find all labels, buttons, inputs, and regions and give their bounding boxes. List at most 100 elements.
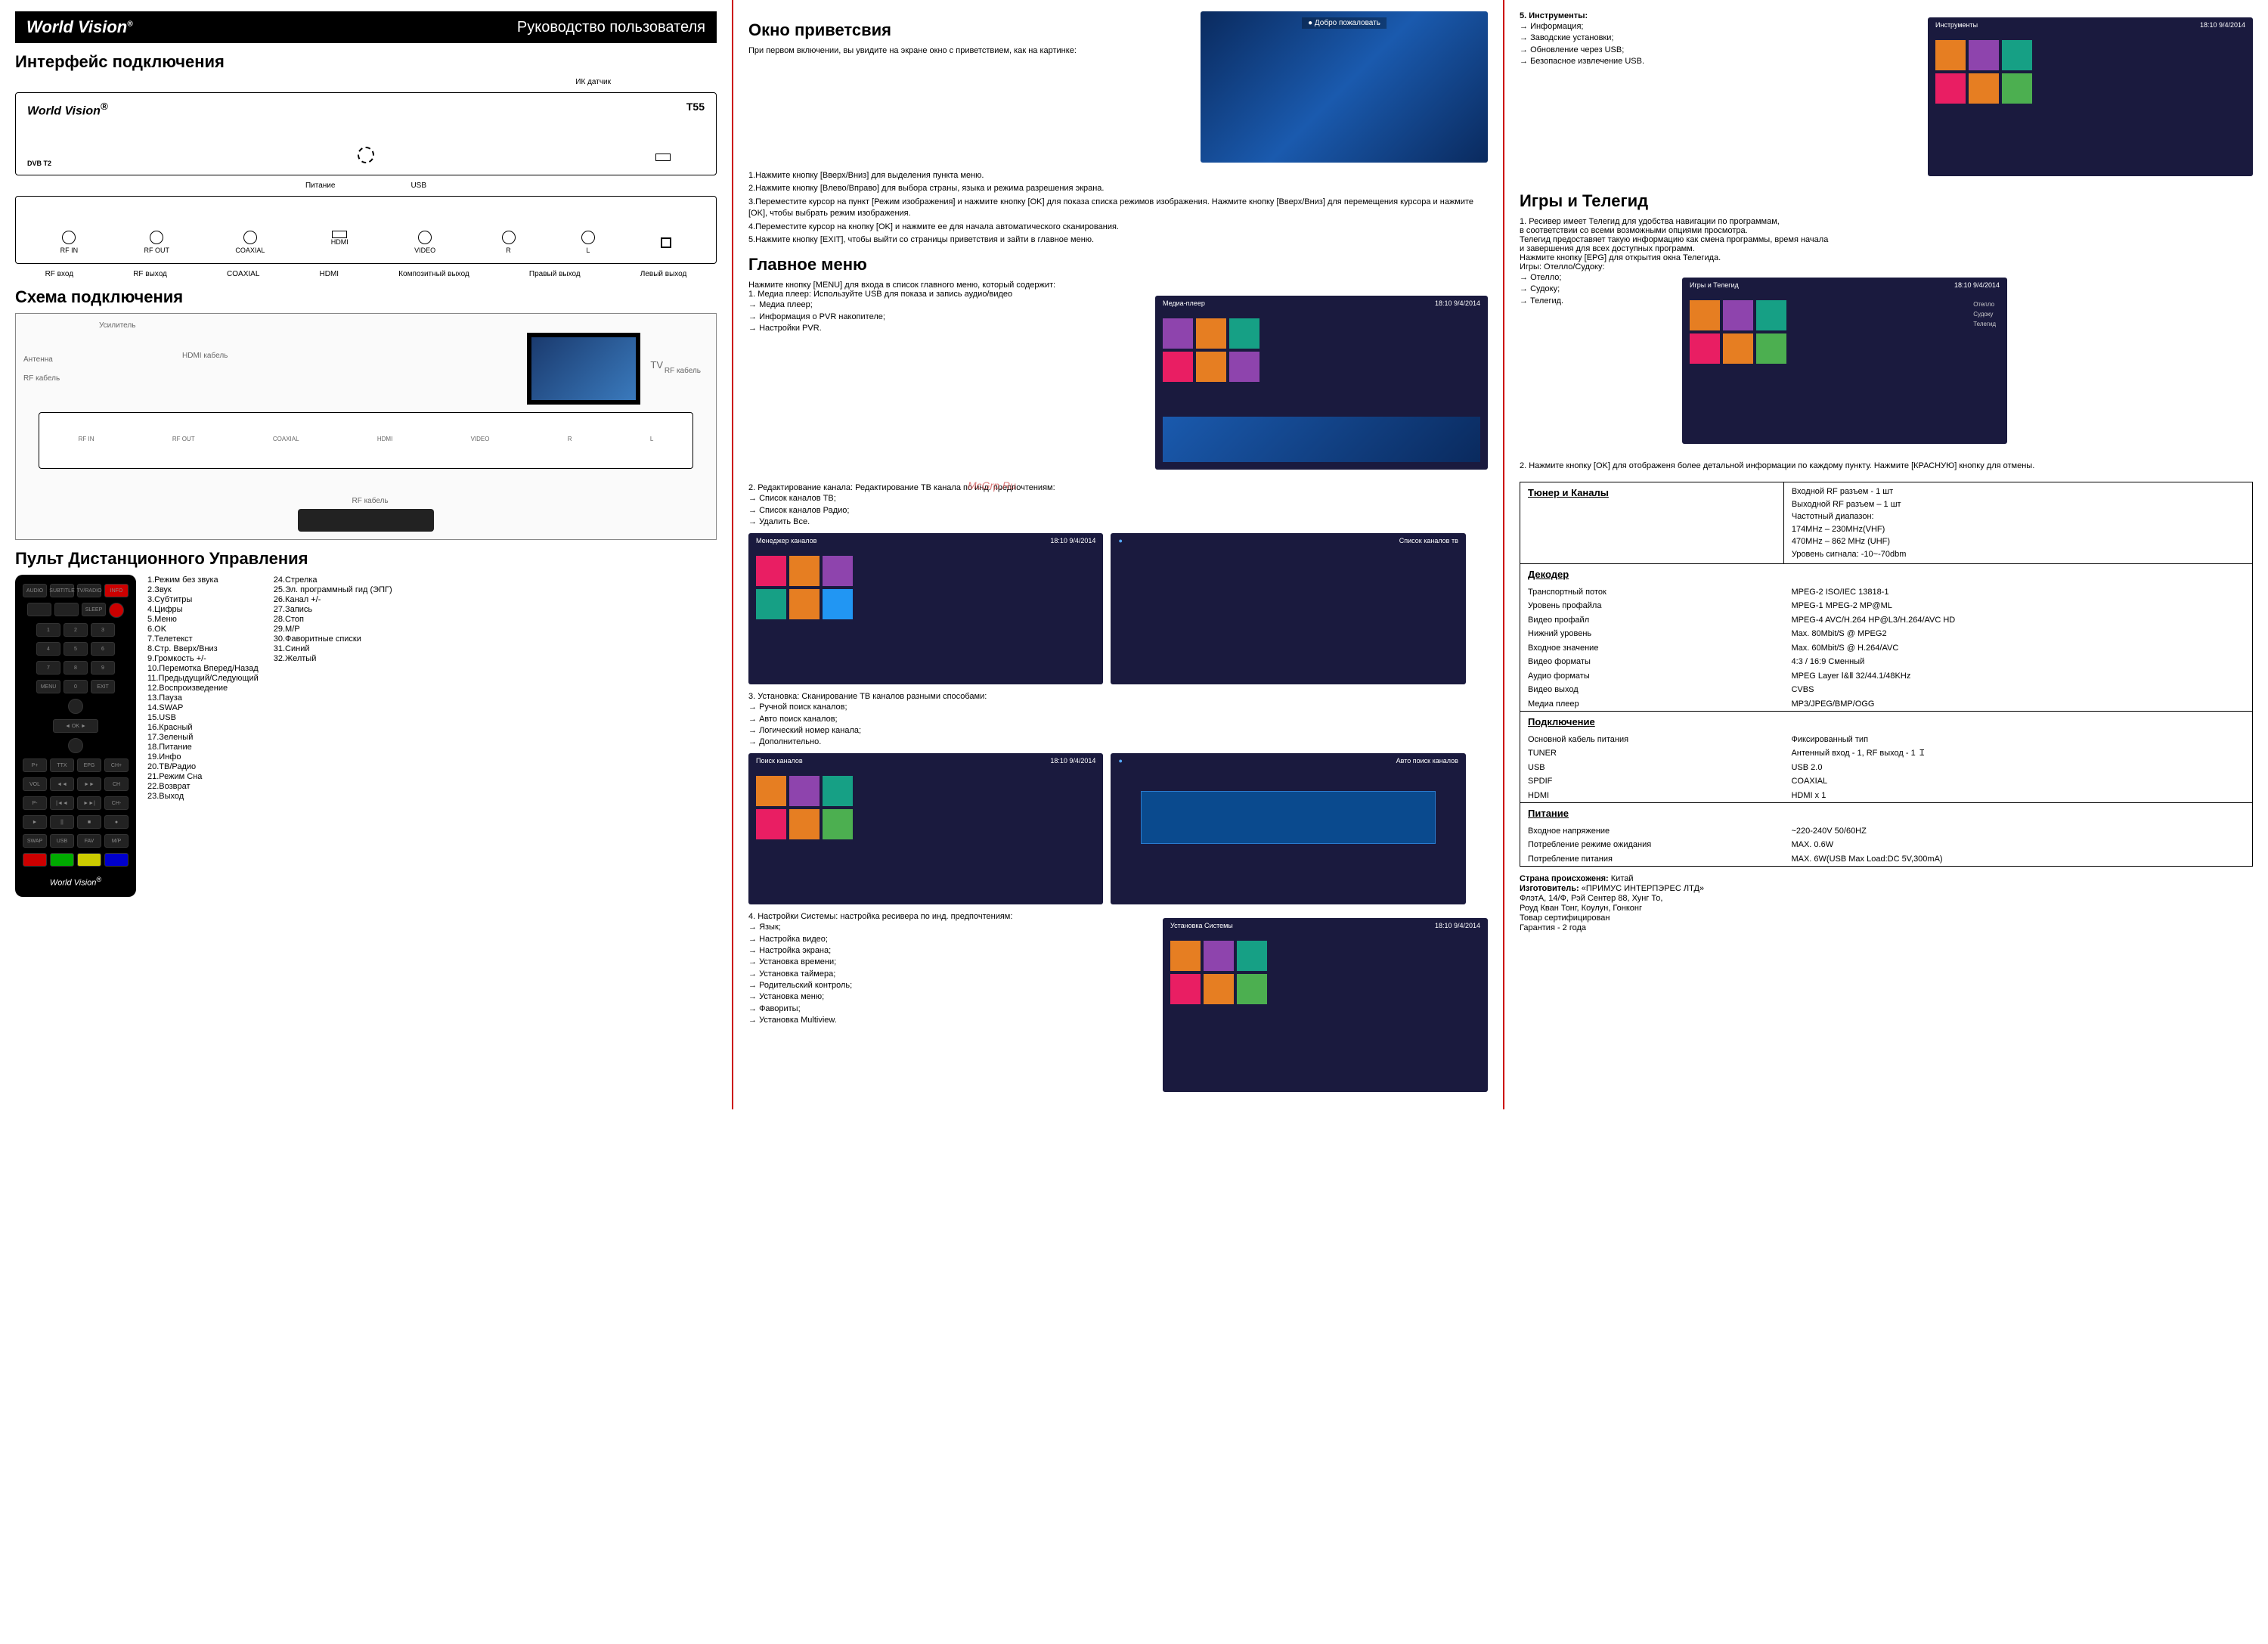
system-item: Язык; (748, 922, 1151, 932)
footer-line: Роуд Кван Тонг, Коулун, Гонконг (1520, 904, 2253, 913)
usb-label: USB (411, 181, 426, 190)
welcome-text: При первом включении, вы увидите на экра… (748, 46, 1189, 55)
spec-label: Потребление питания (1520, 852, 1783, 867)
remote-legend-item: 5.Меню (147, 615, 259, 624)
device-in-scheme: RF INRF OUTCOAXIALHDMIVIDEORL (39, 412, 693, 469)
games-screenshot: Игры и Телегид18:10 9/4/2014 Отелло Судо… (1682, 278, 2007, 444)
games-line: и завершения для всех доступных программ… (1520, 244, 2253, 253)
edit-items: Список каналов ТВ; Список каналов Радио;… (748, 493, 1488, 527)
spec-label: Видео выход (1520, 683, 1783, 697)
tools-items: Информация; Заводские установки; Обновле… (1520, 21, 1916, 67)
main-intro: Нажмите кнопку [MENU] для входа в список… (748, 281, 1488, 290)
connection-scheme-diagram: Усилитель Антенна RF кабель HDMI кабель … (15, 313, 717, 540)
games-line: 1. Ресивер имеет Телегид для удобства на… (1520, 217, 2253, 226)
ir-sensor-label: ИК датчик (15, 78, 717, 86)
system-item: Фавориты; (748, 1003, 1151, 1014)
back-labels: RF вход RF выход COAXIAL HDMI Композитны… (15, 270, 717, 278)
remote-legend-item: 32.Желтый (274, 654, 392, 663)
remote-legend-item: 20.ТВ/Радио (147, 762, 259, 771)
remote-legend-item: 4.Цифры (147, 605, 259, 614)
heading-main-menu: Главное меню (748, 255, 1488, 275)
heading-system: 4. Настройки Системы: настройка ресивера… (748, 912, 1151, 921)
install-screenshots: Поиск каналов18:10 9/4/2014 ● Авто поиск… (748, 753, 1488, 904)
power-label: Питание (305, 181, 335, 190)
spec-value: COAXIAL (1783, 774, 2252, 789)
remote-diagram: AUDIOSUBTITLETV/RADIOINFO SLEEP 123 456 … (15, 575, 136, 897)
spec-label: Видео профайл (1520, 613, 1783, 628)
footer-info: Страна происхоженя: КитайИзготовитель: «… (1520, 874, 2253, 932)
spec-label: TUNER (1520, 746, 1783, 761)
media-player-screenshot: Медиа-плеер18:10 9/4/2014 (1155, 296, 1488, 470)
spec-label: Потребление режиме ожидания (1520, 838, 1783, 852)
system-item: Установка Multiview. (748, 1015, 1151, 1025)
remote-list-left: 1.Режим без звука2.Звук3.Субтитры4.Цифры… (147, 575, 259, 897)
system-item: Родительский контроль; (748, 980, 1151, 991)
column-1: World Vision® Руководство пользователя И… (0, 0, 733, 1109)
remote-legend-item: 29.M/P (274, 625, 392, 634)
device-front-diagram: World Vision® T55 DVB T2 (15, 92, 717, 175)
system-item: Установка меню; (748, 991, 1151, 1002)
spec-decoder-head: Декодер (1520, 564, 2252, 585)
spec-value: MPEG Layer Ⅰ&Ⅱ 32/44.1/48KHz (1783, 669, 2252, 684)
footer-line: Страна происхоженя: Китай (1520, 874, 2253, 883)
system-item: Настройка экрана; (748, 945, 1151, 956)
spec-value: Антенный вход - 1, RF выход - 1 Ｉ (1783, 746, 2252, 761)
spec-value: Max. 80Mbit/S @ MPEG2 (1783, 627, 2252, 641)
remote-legend-item: 18.Питание (147, 743, 259, 752)
column-3: 5. Инструменты: Информация; Заводские ус… (1504, 0, 2268, 1109)
spec-value: MAX. 0.6W (1783, 838, 2252, 852)
spec-label: Медиа плеер (1520, 697, 1783, 712)
spec-value: MPEG-2 ISO/IEC 13818-1 (1783, 585, 2252, 600)
remote-legend-item: 26.Канал +/- (274, 595, 392, 604)
system-item: Настройка видео; (748, 934, 1151, 945)
remote-legend-item: 21.Режим Сна (147, 772, 259, 781)
games-line: в соответствии со всеми возможными опция… (1520, 226, 2253, 235)
spec-value: 4:3 / 16:9 Сменный (1783, 655, 2252, 669)
spec-label: Входное значение (1520, 641, 1783, 656)
footer-line: Изготовитель: «ПРИМУС ИНТЕРПЭРЕС ЛТД» (1520, 884, 2253, 893)
remote-in-scheme (298, 509, 434, 532)
spec-value: Фиксированный тип (1783, 733, 2252, 747)
device-back-diagram: RF IN RF OUT COAXIAL HDMI VIDEO R L (15, 196, 717, 264)
spec-value: MPEG-4 AVC/H.264 HP@L3/H.264/AVC HD (1783, 613, 2252, 628)
welcome-step: 3.Переместите курсор на пункт [Режим изо… (748, 197, 1488, 220)
tv-icon (527, 333, 640, 405)
power-button-icon (358, 147, 374, 163)
remote-legend-item: 8.Стр. Вверх/Вниз (147, 644, 259, 653)
heading-games: Игры и Телегид (1520, 191, 2253, 211)
header-bar: World Vision® Руководство пользователя (15, 11, 717, 43)
spec-value: CVBS (1783, 683, 2252, 697)
heading-tools: 5. Инструменты: (1520, 11, 1916, 20)
remote-legend-item: 15.USB (147, 713, 259, 722)
spec-label: Нижний уровень (1520, 627, 1783, 641)
tools-screenshot: Инструменты18:10 9/4/2014 (1928, 17, 2253, 176)
device-brand: World Vision® (27, 101, 108, 118)
spec-value: HDMI x 1 (1783, 789, 2252, 803)
remote-legend-item: 27.Запись (274, 605, 392, 614)
install-items: Ручной поиск каналов; Авто поиск каналов… (748, 702, 1488, 747)
remote-legend-item: 24.Стрелка (274, 575, 392, 585)
spec-tuner-val: Входной RF разъем - 1 шт Выходной RF раз… (1783, 482, 2252, 564)
heading-welcome: Окно приветсвия (748, 20, 1189, 40)
device-model: T55 (686, 101, 705, 113)
remote-legend-item: 17.Зеленый (147, 733, 259, 742)
welcome-screenshot: ● Добро пожаловать (1201, 11, 1488, 163)
welcome-step: 4.Переместите курсор на кнопку [OK] и на… (748, 222, 1488, 233)
remote-legend-item: 25.Эл. программный гид (ЭПГ) (274, 585, 392, 594)
remote-legend: 1.Режим без звука2.Звук3.Субтитры4.Цифры… (147, 575, 392, 897)
system-item: Установка времени; (748, 957, 1151, 967)
remote-legend-item: 2.Звук (147, 585, 259, 594)
games-text: 1. Ресивер имеет Телегид для удобства на… (1520, 217, 2253, 271)
games-line: Игры: Отелло/Судоку: (1520, 262, 2253, 271)
spec-label: HDMI (1520, 789, 1783, 803)
heading-scheme: Схема подключения (15, 287, 717, 307)
spec-label: Основной кабель питания (1520, 733, 1783, 747)
spec-value: ~220-240V 50/60HZ (1783, 824, 2252, 839)
games-items: Отелло; Судоку; Телегид. (1520, 272, 1671, 306)
dvb-label: DVB T2 (27, 160, 51, 167)
doc-title: Руководство пользователя (517, 19, 705, 36)
spec-conn-head: Подключение (1520, 712, 2252, 733)
welcome-step: 2.Нажмите кнопку [Влево/Вправо] для выбо… (748, 183, 1488, 194)
footer-line: Гарантия - 2 года (1520, 923, 2253, 932)
remote-legend-item: 19.Инфо (147, 752, 259, 762)
